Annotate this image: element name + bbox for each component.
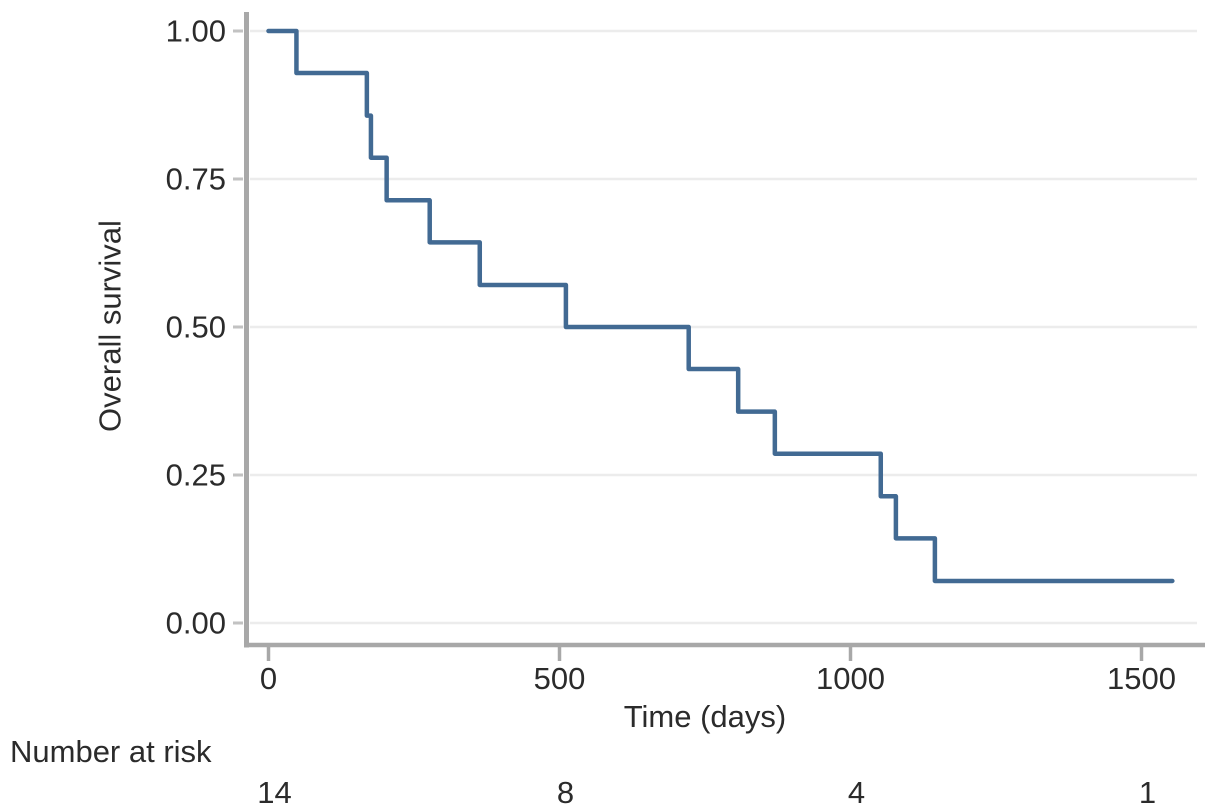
y-tick-label-0.75: 0.75 [165, 161, 226, 197]
y-tick-label-1.00: 1.00 [165, 13, 226, 49]
number-at-risk-label: Number at risk [10, 734, 212, 769]
x-tick-label-500: 500 [533, 661, 586, 696]
risk-count-t1500: 1 [1138, 775, 1157, 809]
risk-count-t1000: 4 [847, 775, 866, 809]
risk-count-t0: 14 [257, 775, 292, 809]
x-tick-label-1000: 1000 [816, 661, 885, 696]
x-axis-title: Time (days) [623, 699, 787, 734]
y-axis-title: Overall survival [92, 220, 128, 432]
x-tick-label-0: 0 [259, 661, 278, 696]
y-tick-label-0.25: 0.25 [165, 457, 226, 493]
y-tick-label-0.50: 0.50 [165, 309, 226, 345]
survival-curve [266, 28, 1175, 584]
risk-count-t500: 8 [556, 775, 575, 809]
x-tick-label-1500: 1500 [1107, 661, 1176, 696]
y-tick-label-0.00: 0.00 [165, 605, 226, 641]
